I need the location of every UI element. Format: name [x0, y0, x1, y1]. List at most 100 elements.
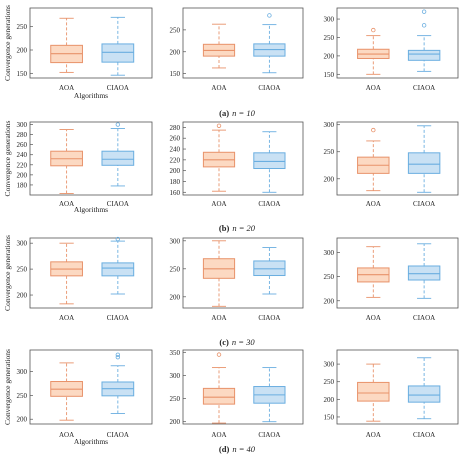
iqr-box: [407, 49, 441, 61]
y-tick-label: 180: [17, 181, 28, 189]
y-tick-label: 200: [17, 171, 28, 179]
panel-r2-c2: 200 250 300 AOA CIAOA: [324, 237, 459, 322]
caption-letter: (c): [219, 337, 229, 347]
panel-r1-c1: 160 180 200 220 240 260 280 AOA CIAOA: [170, 121, 304, 208]
plot-frame: [29, 237, 153, 309]
y-tick-label: 250: [324, 378, 335, 386]
x-tick-label: CIAOA: [413, 84, 435, 92]
box-aoa: [202, 240, 236, 307]
x-tick-label: CIAOA: [107, 84, 129, 92]
x-tick-label: AOA: [59, 84, 74, 92]
panel-r0-c1: 150 200 250 AOA CIAOA: [170, 7, 304, 92]
y-tick-label: 160: [170, 189, 181, 197]
box-ciaoa: [101, 236, 135, 295]
caption-text: n = 10: [232, 108, 255, 118]
y-tick-label: 260: [170, 135, 181, 143]
y-tick-label: 240: [17, 151, 28, 159]
plot-frame: [29, 7, 153, 79]
x-tick-label: AOA: [211, 314, 226, 322]
x-tick-label: AOA: [366, 314, 381, 322]
outlier-point: [115, 352, 121, 357]
y-tick-label: 200: [324, 396, 335, 404]
panel-r3-c1: 200 250 300 350 AOA CIAOA: [170, 349, 304, 439]
x-tick-label: CIAOA: [258, 431, 280, 439]
y-tick-label: 150: [324, 71, 335, 79]
caption-letter: (b): [219, 223, 230, 233]
iqr-box: [407, 385, 441, 403]
y-tick-label: 350: [170, 349, 181, 357]
y-tick-label: 300: [17, 121, 28, 129]
plot-frame: [182, 349, 304, 425]
box-ciaoa: [407, 357, 441, 420]
box-ciaoa: [407, 125, 441, 193]
box-ciaoa: [101, 16, 135, 76]
y-tick-label: 200: [170, 167, 181, 175]
box-aoa: [202, 352, 236, 424]
iqr-box: [407, 152, 441, 174]
plot-frame: [182, 7, 304, 79]
box-ciaoa: [101, 122, 135, 187]
plot-frame: [336, 349, 459, 425]
x-tick-label: CIAOA: [107, 314, 129, 322]
box-aoa: [50, 242, 83, 305]
panel-r3-c0: 200 250 300 Convergence generations AOA CIAOA…: [3, 349, 153, 446]
x-tick-label: AOA: [211, 431, 226, 439]
y-tick-label: 300: [170, 372, 181, 380]
y-tick-label: 300: [17, 368, 28, 376]
x-axis-label: Algorithms: [74, 91, 108, 100]
panel-r0-c0: 150 200 250 Convergence generations AOA CIAOA…: [3, 5, 153, 100]
y-tick-label: 200: [170, 418, 181, 426]
caption-text: n = 20: [232, 223, 255, 233]
y-tick-label: 220: [17, 161, 28, 169]
box-aoa: [202, 123, 236, 192]
y-tick-label: 250: [170, 265, 181, 273]
x-axis-label: Algorithms: [74, 437, 108, 446]
caption-letter: (a): [219, 108, 229, 118]
box-aoa: [50, 362, 83, 421]
box-aoa: [202, 23, 236, 69]
panel-r2-c0: 200 250 300 Convergence generations AOA CIAOA: [3, 235, 153, 322]
x-tick-label: AOA: [211, 84, 226, 92]
iqr-box: [357, 381, 390, 402]
y-tick-label: 200: [324, 52, 335, 60]
y-tick-label: 300: [170, 237, 181, 245]
y-tick-label: 300: [324, 361, 335, 369]
iqr-box: [253, 260, 286, 277]
box-ciaoa: [253, 247, 286, 295]
outlier-point: [267, 13, 272, 18]
panel-r1-c0: 180 200 220 240 260 280 300 Convergence generat…: [3, 120, 153, 214]
x-tick-label: CIAOA: [413, 431, 435, 439]
row-caption: (a) n = 10: [219, 108, 255, 118]
y-tick-label: 250: [170, 26, 181, 34]
y-tick-label: 200: [17, 416, 28, 424]
y-tick-label: 280: [170, 124, 181, 132]
x-tick-label: AOA: [366, 84, 381, 92]
box-ciaoa: [101, 352, 135, 414]
y-tick-label: 150: [170, 70, 181, 78]
iqr-box: [101, 262, 135, 277]
x-tick-label: AOA: [211, 200, 226, 208]
y-axis-label: Convergence generations: [3, 5, 12, 81]
iqr-box: [101, 150, 135, 166]
y-tick-label: 260: [17, 141, 28, 149]
y-tick-label: 220: [170, 156, 181, 164]
box-ciaoa: [253, 13, 286, 74]
box-ciaoa: [407, 243, 441, 299]
y-tick-label: 200: [170, 48, 181, 56]
x-tick-label: AOA: [366, 431, 381, 439]
y-tick-label: 250: [17, 392, 28, 400]
x-tick-label: CIAOA: [107, 200, 129, 208]
box-ciaoa: [253, 131, 286, 193]
row-caption: (b) n = 20: [219, 223, 256, 233]
y-axis-label: Convergence generations: [3, 235, 12, 311]
y-tick-label: 150: [324, 413, 335, 421]
iqr-box: [253, 152, 286, 170]
iqr-box: [407, 265, 441, 281]
outlier-point: [216, 352, 222, 357]
y-tick-label: 200: [170, 293, 181, 301]
row-caption: (c) n = 30: [219, 337, 255, 347]
y-tick-label: 300: [17, 240, 28, 248]
x-tick-label: CIAOA: [258, 314, 280, 322]
x-tick-label: CIAOA: [413, 200, 435, 208]
